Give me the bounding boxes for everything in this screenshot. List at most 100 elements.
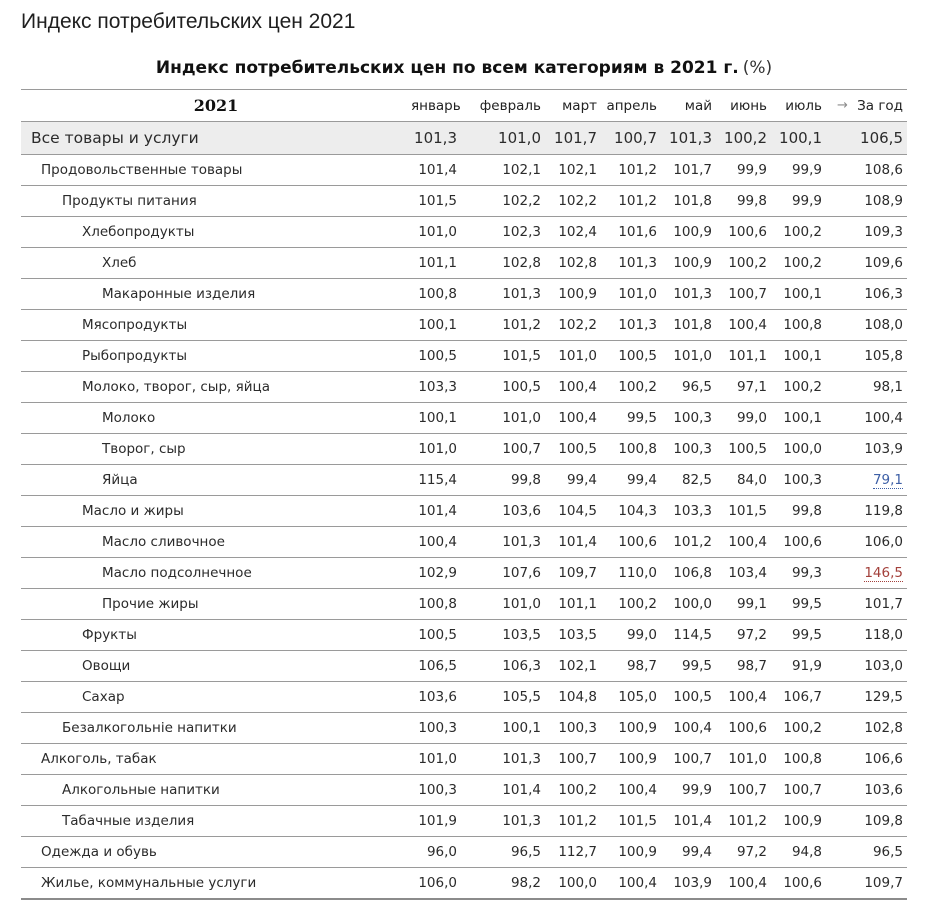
value-june: 100,4 — [720, 526, 775, 558]
category-label: Масло сливочное — [102, 534, 225, 550]
category-label: Безалкогольніе напитки — [62, 720, 237, 736]
table-row: Продукты питания 101,5 102,2 102,2 101,2… — [21, 185, 907, 217]
value-june: 103,4 — [720, 557, 775, 589]
value-may: 100,3 — [665, 433, 720, 465]
value-april: 100,7 — [614, 129, 657, 147]
value-march: 101,7 — [554, 129, 597, 147]
value-april: 101,5 — [605, 805, 665, 837]
value-june: 101,2 — [720, 805, 775, 837]
arrow-spacer — [830, 216, 855, 248]
value-january: 96,0 — [411, 836, 465, 868]
arrow-spacer — [830, 340, 855, 372]
value-january: 102,9 — [411, 557, 465, 589]
category-label: Все товары и услуги — [31, 129, 199, 147]
value-january: 106,5 — [411, 650, 465, 682]
category-label: Мясопродукты — [82, 317, 188, 333]
value-may: 100,9 — [665, 247, 720, 279]
year-total-link[interactable]: 146,5 — [864, 565, 903, 582]
table-title-unit: (%) — [742, 58, 773, 78]
value-july: 99,8 — [775, 495, 830, 527]
value-july: 99,9 — [775, 154, 830, 186]
value-june: 100,7 — [720, 774, 775, 806]
value-may: 82,5 — [665, 464, 720, 496]
arrow-spacer — [830, 309, 855, 341]
value-january: 103,6 — [411, 681, 465, 713]
year-total: 101,7 — [864, 596, 903, 612]
table-row: Яйца 115,4 99,8 99,4 99,4 82,5 84,0 100,… — [21, 464, 907, 496]
category-label: Фрукты — [82, 627, 137, 643]
arrow-spacer — [830, 836, 855, 868]
value-february: 101,5 — [465, 340, 549, 372]
table-row: Рыбопродукты 100,5 101,5 101,0 100,5 101… — [21, 340, 907, 372]
value-may: 101,8 — [665, 309, 720, 341]
value-june: 99,9 — [720, 154, 775, 186]
value-february: 96,5 — [465, 836, 549, 868]
arrow-spacer — [830, 805, 855, 837]
value-february: 103,6 — [465, 495, 549, 527]
arrow-spacer — [830, 650, 855, 682]
month-header-february: февраль — [465, 89, 549, 122]
value-april: 100,5 — [605, 340, 665, 372]
arrow-spacer — [830, 867, 855, 899]
value-july: 100,2 — [775, 712, 830, 744]
value-january: 101,0 — [411, 743, 465, 775]
value-april: 100,4 — [605, 867, 665, 899]
table-row: Молоко, творог, сыр, яйца 103,3 100,5 10… — [21, 371, 907, 403]
value-march: 100,5 — [549, 433, 605, 465]
table-row: Все товары и услуги 101,3 101,0 101,7 10… — [21, 121, 907, 155]
value-february: 102,8 — [465, 247, 549, 279]
value-july: 106,7 — [775, 681, 830, 713]
value-april: 100,8 — [605, 433, 665, 465]
category-label: Овощи — [82, 658, 131, 674]
value-february: 101,3 — [465, 278, 549, 310]
value-june: 100,7 — [720, 278, 775, 310]
table-row: Алкогольные напитки 100,3 101,4 100,2 10… — [21, 774, 907, 806]
value-march: 99,4 — [549, 464, 605, 496]
year-total: 105,8 — [864, 348, 903, 364]
year-total: 106,5 — [860, 129, 903, 147]
value-january: 100,5 — [411, 340, 465, 372]
value-february: 102,3 — [465, 216, 549, 248]
value-february: 107,6 — [465, 557, 549, 589]
month-header-march: март — [549, 89, 605, 122]
value-february: 102,1 — [465, 154, 549, 186]
category-label: Яйца — [102, 472, 138, 488]
value-february: 99,8 — [465, 464, 549, 496]
value-may: 100,5 — [665, 681, 720, 713]
value-june: 98,7 — [720, 650, 775, 682]
value-july: 100,9 — [775, 805, 830, 837]
year-header: 2021 — [21, 89, 411, 122]
value-june: 100,6 — [720, 216, 775, 248]
category-label: Творог, сыр — [102, 441, 186, 457]
table-row: Прочие жиры 100,8 101,0 101,1 100,2 100,… — [21, 588, 907, 620]
value-may: 100,9 — [665, 216, 720, 248]
value-march: 102,1 — [549, 154, 605, 186]
value-april: 101,2 — [605, 154, 665, 186]
value-april: 101,3 — [605, 247, 665, 279]
category-label: Молоко, творог, сыр, яйца — [82, 379, 270, 395]
value-april: 101,0 — [605, 278, 665, 310]
year-total: 98,1 — [872, 379, 903, 395]
arrow-spacer — [830, 588, 855, 620]
value-june: 100,4 — [720, 309, 775, 341]
year-total-link[interactable]: 79,1 — [872, 472, 903, 489]
value-june: 84,0 — [720, 464, 775, 496]
value-may: 103,3 — [665, 495, 720, 527]
arrow-spacer — [830, 464, 855, 496]
value-february: 105,5 — [465, 681, 549, 713]
table-row: Сахар 103,6 105,5 104,8 105,0 100,5 100,… — [21, 681, 907, 713]
year-total: 103,9 — [864, 441, 903, 457]
value-april: 100,2 — [605, 588, 665, 620]
value-february: 106,3 — [465, 650, 549, 682]
value-july: 99,3 — [775, 557, 830, 589]
value-march: 102,1 — [549, 650, 605, 682]
value-march: 102,2 — [549, 309, 605, 341]
value-april: 101,2 — [605, 185, 665, 217]
category-label: Продовольственные товары — [41, 162, 243, 178]
value-april: 100,2 — [605, 371, 665, 403]
category-label: Хлеб — [102, 255, 137, 271]
value-may: 100,3 — [665, 402, 720, 434]
value-january: 100,1 — [411, 402, 465, 434]
year-total: 129,5 — [864, 689, 903, 705]
value-may: 103,9 — [665, 867, 720, 899]
